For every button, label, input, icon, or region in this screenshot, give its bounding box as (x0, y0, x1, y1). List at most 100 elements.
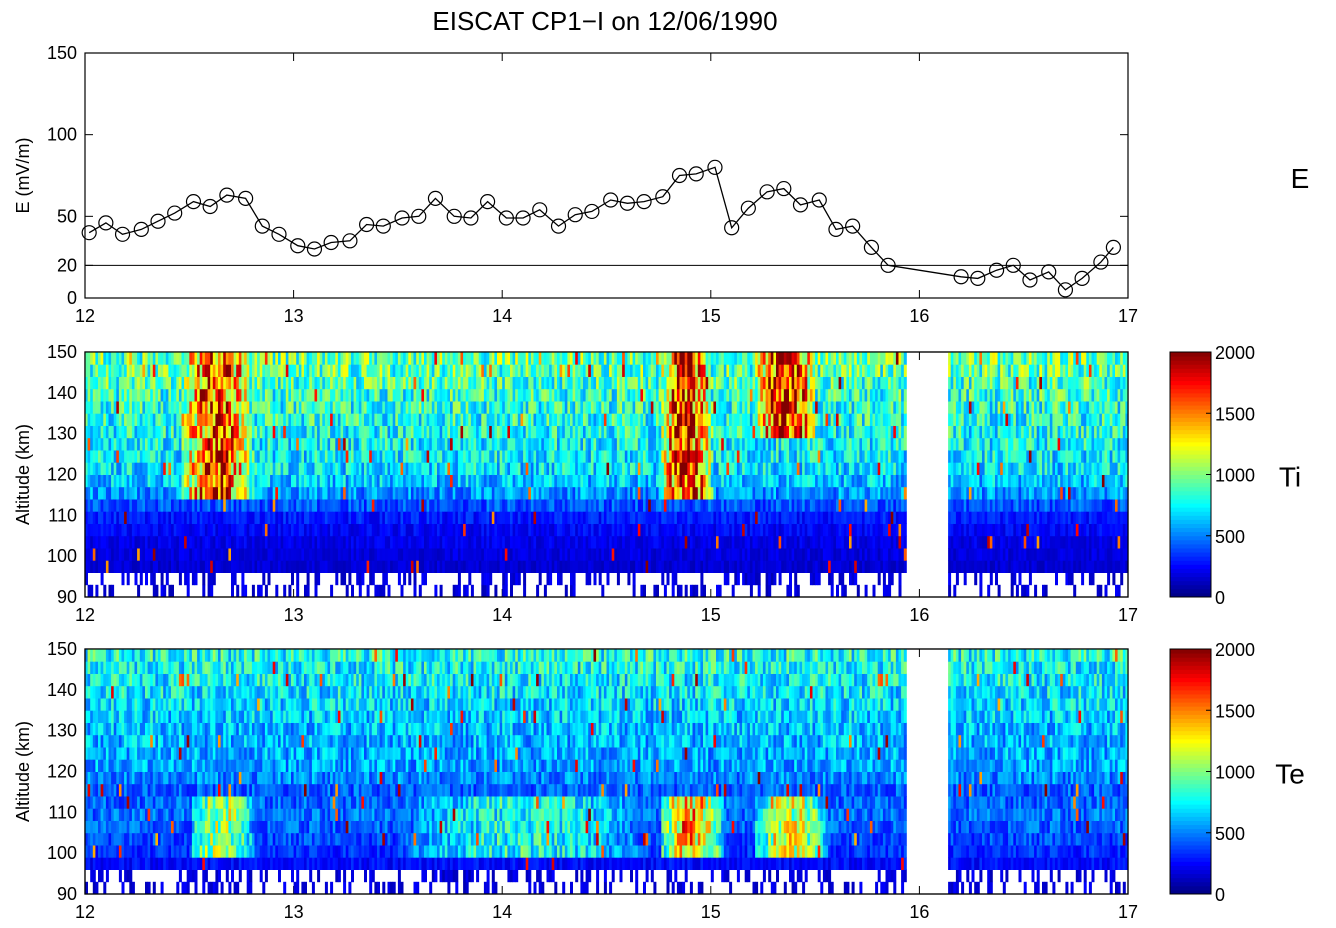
heat-cell (739, 450, 743, 463)
heat-cell (304, 413, 307, 426)
heat-cell (562, 352, 566, 365)
heat-cell (202, 572, 206, 586)
heat-cell (710, 352, 714, 365)
heat-cell (392, 425, 396, 439)
heat-cell (124, 486, 128, 500)
heat-cell (742, 352, 746, 365)
heat-cell (322, 413, 326, 426)
heat-cell (447, 499, 451, 512)
heat-cell (186, 572, 190, 586)
heat-cell (288, 474, 292, 488)
heat-cell (278, 450, 281, 463)
heat-cell (280, 352, 284, 365)
heat-cell (189, 376, 193, 390)
heat-cell (554, 425, 558, 439)
heat-cell (267, 364, 271, 377)
heat-cell (424, 462, 427, 475)
heat-cell (666, 450, 670, 463)
heat-cell (304, 499, 307, 512)
heat-cell (541, 523, 545, 537)
heat-cell (747, 523, 751, 537)
heat-cell (549, 437, 553, 451)
heat-cell (160, 474, 164, 488)
heat-cell (489, 486, 493, 500)
heat-cell (319, 401, 323, 414)
heat-cell (567, 352, 571, 365)
heat-cell (150, 413, 154, 426)
heat-cell (538, 462, 542, 475)
heat-cell (640, 486, 644, 500)
heat-cell (585, 450, 589, 463)
heat-cell (337, 474, 341, 488)
heat-cell (530, 401, 534, 414)
heat-cell (666, 499, 670, 512)
heat-cell (147, 535, 151, 549)
heat-cell (478, 523, 482, 537)
heat-cell (92, 376, 96, 390)
heat-cell (171, 352, 174, 365)
heat-cell (705, 352, 709, 365)
heat-cell (314, 560, 318, 573)
heat-cell (212, 352, 216, 365)
heat-cell (121, 462, 125, 475)
heat-cell (374, 364, 378, 377)
heat-cell (361, 437, 365, 451)
heat-cell (570, 437, 573, 451)
heat-cell (460, 474, 464, 488)
heat-cell (564, 486, 568, 500)
heat-cell (374, 560, 378, 573)
heat-cell (546, 462, 550, 475)
heat-cell (343, 450, 347, 463)
heat-cell (369, 425, 373, 439)
heat-cell (262, 499, 266, 512)
heat-cell (387, 535, 391, 549)
heat-cell (408, 535, 412, 549)
heat-cell (416, 511, 420, 524)
heat-cell (374, 535, 378, 549)
heat-cell (220, 523, 224, 537)
heat-cell (632, 523, 636, 537)
heat-cell (87, 523, 91, 537)
heat-cell (296, 364, 300, 377)
heat-cell (630, 437, 633, 451)
heat-cell (486, 425, 490, 439)
heat-cell (483, 364, 487, 377)
heat-cell (736, 364, 740, 377)
heat-cell (523, 523, 527, 537)
heat-cell (585, 486, 589, 500)
heat-cell (264, 584, 268, 598)
heat-cell (410, 401, 414, 414)
heat-cell (364, 388, 367, 402)
heat-cell (460, 376, 464, 390)
heat-cell (666, 486, 670, 500)
heat-cell (481, 437, 485, 451)
heat-cell (749, 413, 753, 426)
heat-cell (580, 413, 584, 426)
heat-cell (257, 376, 261, 390)
heat-cell (131, 388, 135, 402)
heat-cell (129, 499, 133, 512)
heat-cell (152, 584, 156, 598)
heat-cell (199, 437, 203, 451)
heat-cell (285, 535, 289, 549)
heat-cell (90, 584, 94, 598)
heat-cell (444, 523, 448, 537)
heat-cell (489, 425, 493, 439)
heat-cell (131, 462, 135, 475)
heat-cell (246, 523, 250, 537)
heat-cell (228, 376, 232, 390)
heat-cell (207, 437, 211, 451)
heat-cell (189, 560, 193, 573)
heat-cell (512, 486, 516, 500)
heat-cell (517, 352, 521, 365)
heat-cell (199, 486, 203, 500)
heat-cell (189, 388, 193, 402)
heat-cell (280, 499, 284, 512)
heat-cell (181, 401, 185, 414)
heat-cell (637, 511, 641, 524)
heat-cell (168, 499, 172, 512)
heat-cell (155, 523, 159, 537)
heat-cell (134, 425, 138, 439)
heat-cell (630, 450, 633, 463)
heat-cell (129, 413, 133, 426)
